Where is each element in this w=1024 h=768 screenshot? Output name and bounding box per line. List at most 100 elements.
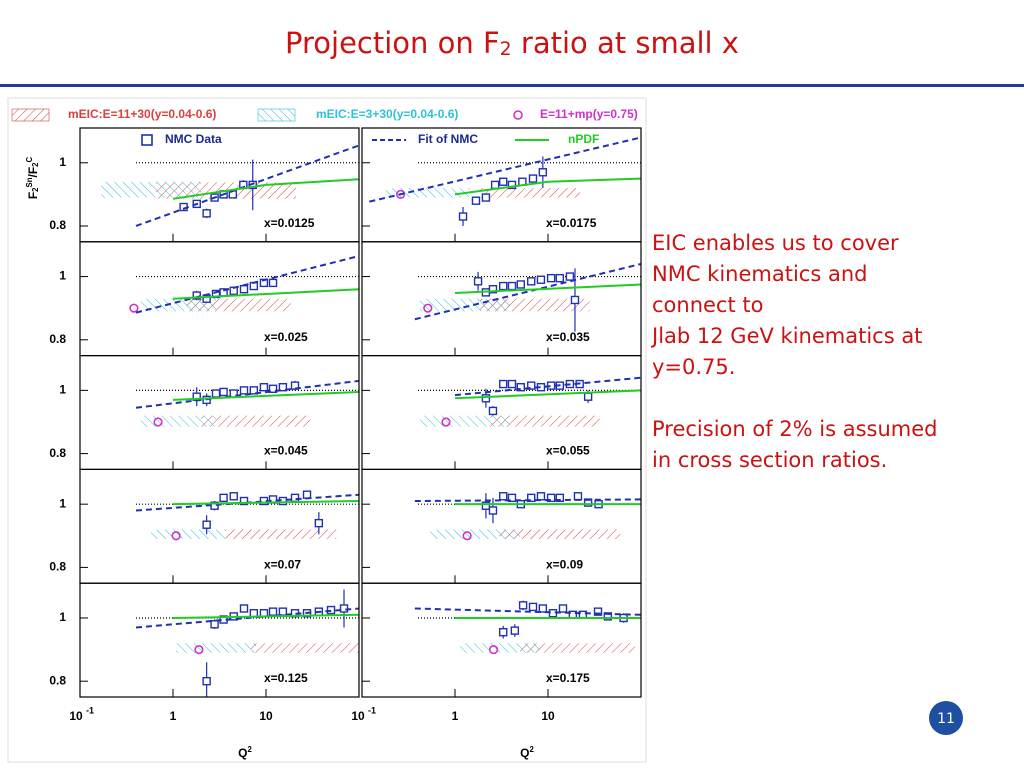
y-tick-label: 1 <box>59 383 66 397</box>
nmc-point <box>210 620 219 629</box>
npdf-line <box>172 500 359 506</box>
legend-swatch <box>513 110 523 120</box>
note-line: Jlab 12 GeV kinematics at <box>652 324 923 348</box>
nmc-point <box>565 272 575 281</box>
panel <box>135 589 359 698</box>
y-tick-label: 0.8 <box>49 560 66 574</box>
text-part: 2 <box>500 39 512 60</box>
coverage-band <box>520 643 635 653</box>
coverage-band <box>140 415 217 427</box>
panel <box>414 600 641 655</box>
legend-swatch <box>11 108 50 122</box>
y-tick-label: 0.8 <box>49 332 66 346</box>
coverage-band <box>150 529 226 539</box>
nmc-point <box>219 387 228 397</box>
nmc-point <box>499 627 508 637</box>
nmc-point <box>538 168 548 177</box>
nmc-point <box>339 604 349 613</box>
y-tick-label: 1 <box>59 269 66 283</box>
nmc-point <box>192 291 201 300</box>
page-number: 11 <box>937 711 955 727</box>
nmc-point <box>259 383 269 392</box>
nmc-point <box>516 383 526 392</box>
nmc-point <box>268 278 278 288</box>
fit-line <box>454 376 641 397</box>
text-part: Q <box>238 746 247 760</box>
nmc-point <box>499 492 508 501</box>
nmc-point <box>558 604 568 613</box>
npdf-line <box>454 283 641 295</box>
x-axis-label: Q2 <box>238 745 252 760</box>
notes: EIC enables us to cover NMC kinematics an… <box>652 228 938 507</box>
nmc-point <box>481 501 491 510</box>
jlab-point <box>194 644 204 655</box>
coverage-band <box>419 298 510 312</box>
panel <box>101 144 359 227</box>
nmc-point <box>458 212 468 221</box>
panel-label: x=0.125 <box>264 671 308 685</box>
nmc-point <box>488 285 498 294</box>
x-axis-label: Q2 <box>520 745 534 760</box>
paragraph: Precision of 2% is assumed in cross secti… <box>652 414 938 476</box>
panel <box>135 490 359 541</box>
coverage-band <box>176 643 256 653</box>
x-tick-label: 10 <box>351 709 365 723</box>
nmc-point <box>583 392 593 401</box>
panel <box>129 255 359 314</box>
nmc-point <box>488 406 498 416</box>
x-tick-label: 10 <box>69 709 83 723</box>
x-tick-label: 1 <box>452 709 459 723</box>
coverage-band <box>480 188 580 198</box>
nmc-point <box>507 281 517 291</box>
nmc-point <box>229 492 238 501</box>
y-tick-label: 0.8 <box>49 218 66 232</box>
nmc-point <box>268 384 278 393</box>
text-part: /F <box>26 167 40 178</box>
panel <box>414 492 641 541</box>
y-tick-label: 1 <box>59 610 66 624</box>
nmc-point <box>202 209 211 218</box>
y-axis-label: F2Sn/F2C <box>25 156 40 199</box>
coverage-band <box>225 529 337 539</box>
jlab-point <box>488 644 499 655</box>
nmc-point <box>528 174 538 183</box>
page-number-badge <box>929 701 963 735</box>
nmc-point <box>499 177 508 186</box>
jlab-point <box>441 417 451 427</box>
text-part: 2 <box>31 162 40 167</box>
paragraph: EIC enables us to cover NMC kinematics an… <box>652 228 938 383</box>
y-tick-label: 0.8 <box>49 673 66 687</box>
panel-label: x=0.055 <box>546 444 590 458</box>
nmc-point <box>507 493 517 503</box>
fit-line <box>414 262 641 321</box>
nmc-point <box>546 493 556 503</box>
jlab-point <box>171 531 181 541</box>
coverage-band <box>499 529 621 539</box>
legend-label: mEIC:E=3+30(y=0.04-0.6) <box>316 107 458 121</box>
coverage-band <box>490 415 600 427</box>
panel-label: x=0.025 <box>264 330 308 344</box>
coverage-band <box>140 298 217 312</box>
legend-label: NMC Data <box>165 132 222 146</box>
note-line: y=0.75. <box>652 355 736 379</box>
panel-frame <box>79 582 360 698</box>
legend-label: Fit of NMC <box>418 132 478 146</box>
text-part: 2 <box>530 745 535 754</box>
nmc-point <box>490 180 500 190</box>
nmc-point <box>239 604 249 613</box>
nmc-point <box>510 626 520 635</box>
panel-frame <box>361 468 642 584</box>
legend-label: mEIC:E=11+30(y=0.04-0.6) <box>68 107 216 121</box>
coverage-band <box>419 415 510 427</box>
nmc-point <box>536 492 546 501</box>
nmc-point <box>488 506 498 515</box>
nmc-point <box>290 493 300 503</box>
nmc-point <box>314 518 324 528</box>
nmc-point <box>211 389 221 398</box>
panel <box>135 379 359 427</box>
y-tick-label: 0.8 <box>49 446 66 460</box>
nmc-point <box>239 496 249 506</box>
legend-label: E=11+mp(y=0.75) <box>540 107 638 121</box>
nmc-point <box>518 601 528 610</box>
